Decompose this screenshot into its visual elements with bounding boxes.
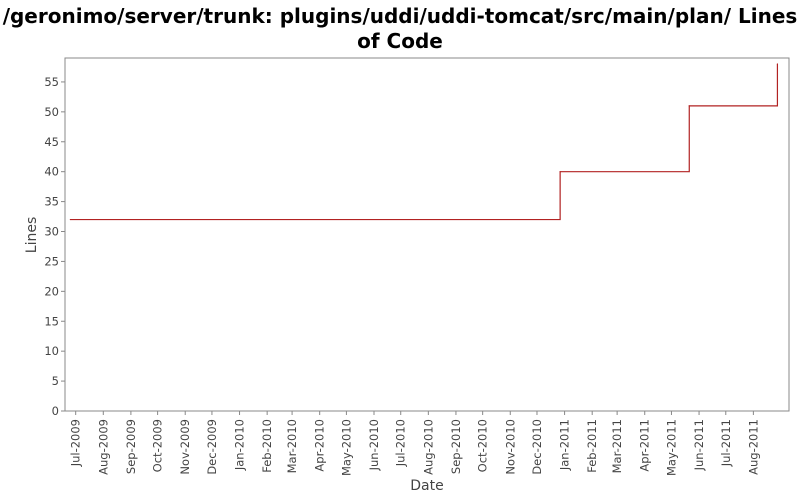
x-tick-label: Feb-2011 [585, 419, 599, 473]
y-axis-title: Lines [24, 217, 40, 253]
x-tick-label: Jun-2011 [692, 419, 706, 471]
y-tick-label: 10 [44, 344, 59, 358]
data-point [688, 105, 690, 107]
x-tick-label: Apr-2011 [638, 419, 652, 472]
y-tick-label: 20 [44, 284, 59, 298]
x-tick-label: Nov-2010 [503, 419, 517, 475]
x-tick-label: Jul-2010 [394, 419, 408, 467]
y-tick-label: 5 [52, 374, 59, 388]
x-tick-label: Jan-2011 [558, 419, 572, 471]
x-tick-label: May-2010 [339, 419, 353, 476]
y-tick-label: 35 [44, 195, 59, 209]
plot-area [64, 57, 790, 412]
x-tick-label: Jul-2011 [719, 419, 733, 467]
x-tick-label: Aug-2011 [746, 419, 760, 475]
y-tick-label: 30 [44, 225, 59, 239]
x-tick-label: May-2011 [664, 419, 678, 476]
x-tick-label: Jun-2010 [367, 419, 381, 471]
data-point [559, 171, 561, 173]
y-tick-label: 25 [44, 254, 59, 268]
x-tick-label: Apr-2010 [313, 419, 327, 472]
data-point [69, 218, 71, 221]
x-tick-label: Jul-2009 [69, 419, 83, 467]
y-axis: 0 5 10 15 20 25 30 35 40 45 50 55 [44, 75, 65, 418]
series-line [70, 63, 779, 221]
x-tick-label: Oct-2009 [151, 419, 165, 472]
y-tick-label: 45 [44, 135, 59, 149]
x-tick-label: Jan-2010 [233, 419, 247, 471]
series-layer [69, 63, 779, 221]
y-tick-label: 50 [44, 105, 59, 119]
chart-title: /geronimo/server/trunk: plugins/uddi/udd… [2, 4, 798, 53]
x-tick-label: Mar-2010 [285, 419, 299, 473]
x-tick-label: Sep-2010 [449, 419, 463, 474]
x-tick-label: Oct-2010 [476, 419, 490, 472]
x-tick-label: Aug-2009 [96, 419, 110, 475]
x-tick-label: Aug-2010 [421, 419, 435, 475]
x-tick-label: Dec-2010 [530, 419, 544, 475]
y-tick-label: 40 [44, 165, 59, 179]
x-axis: Jul-2009 Aug-2009 Sep-2009 Oct-2009 Nov-2009… [69, 411, 760, 476]
x-tick-label: Sep-2009 [124, 419, 138, 474]
x-axis-title: Date [410, 478, 443, 494]
y-tick-label: 15 [44, 314, 59, 328]
y-tick-label: 55 [44, 75, 59, 89]
x-tick-label: Dec-2009 [205, 419, 219, 475]
x-tick-label: Nov-2009 [178, 419, 192, 475]
x-tick-label: Feb-2010 [260, 419, 274, 473]
y-tick-label: 0 [52, 404, 59, 418]
data-point [776, 63, 779, 65]
x-tick-label: Mar-2011 [610, 419, 624, 473]
